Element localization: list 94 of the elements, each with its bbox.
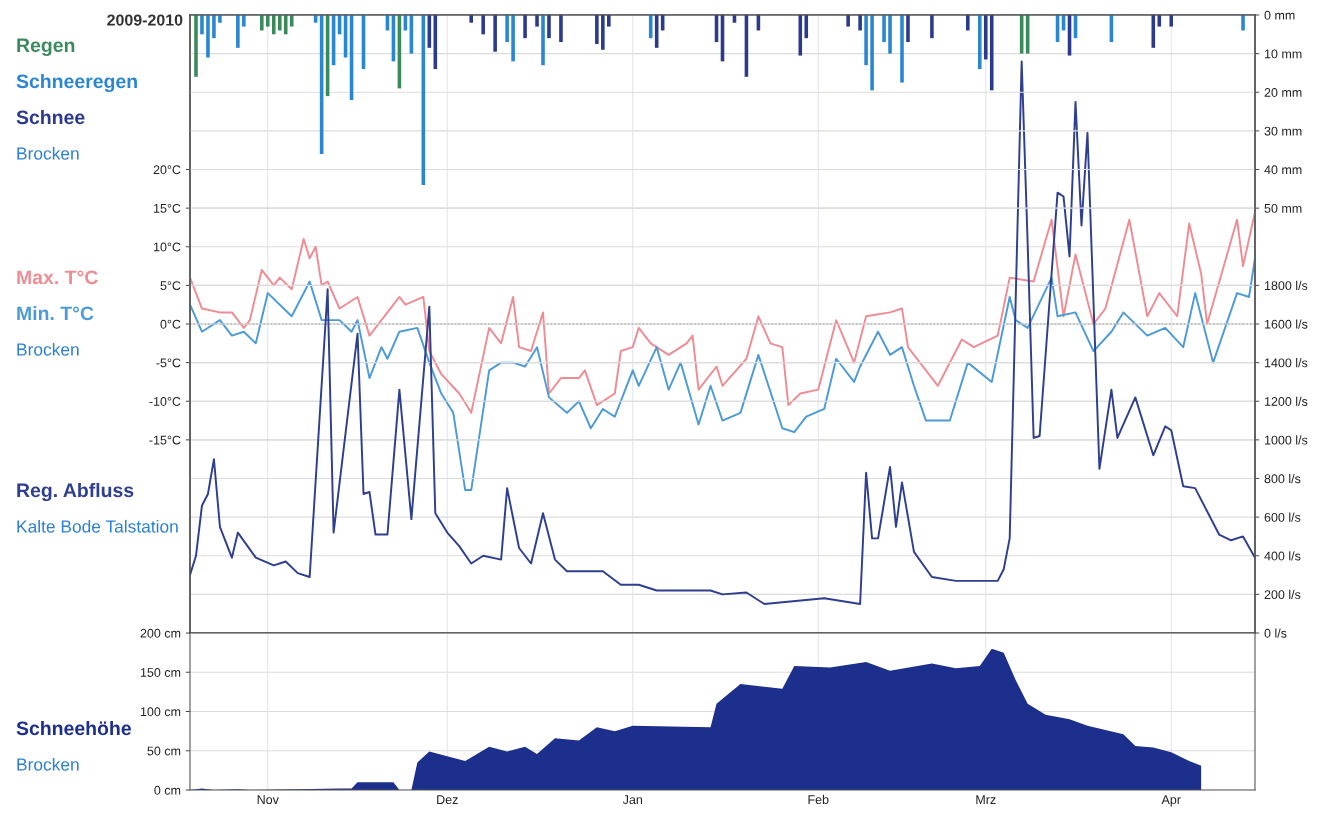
x-tick-label: Mrz (976, 795, 996, 804)
bar (983, 15, 988, 60)
text: Reg. Abfluss (17, 482, 134, 502)
y-tick-label: -5°C (156, 358, 181, 368)
y2-tick-label: 1000 l/s (1264, 435, 1308, 445)
bar (289, 15, 294, 27)
bar (595, 15, 599, 44)
bar (1151, 15, 1156, 48)
text: Regen (17, 38, 75, 57)
bar (864, 15, 868, 66)
y-tick-label: 15°C (154, 203, 181, 213)
bar (541, 15, 545, 66)
bar (271, 15, 276, 35)
bar (505, 15, 509, 43)
y3-tick-label: 30 mm (1264, 126, 1302, 136)
y3-tick-label: 10 mm (1264, 49, 1302, 59)
text: Min. T°C (17, 305, 94, 321)
bar (212, 15, 216, 39)
bar (194, 15, 198, 77)
bar (535, 15, 539, 27)
y-tick-label: 20°C (153, 165, 181, 175)
text: Schneeregen (16, 73, 137, 93)
y-tick-label: 5°C (160, 281, 181, 291)
y2-tick-label: 400 l/s (1264, 551, 1301, 561)
y-tick-label: 100 cm (140, 707, 181, 717)
bar (481, 15, 485, 35)
y-tick-label: 10°C (154, 242, 181, 252)
bar (206, 15, 210, 58)
y2-tick-label: 1400 l/s (1264, 358, 1308, 368)
y2-tick-label: 200 l/s (1264, 589, 1301, 600)
line-series (190, 60, 1255, 605)
y2-tick-label: 1800 l/s (1264, 280, 1308, 291)
bar (1157, 15, 1162, 27)
bar (218, 15, 222, 23)
bar (989, 15, 994, 91)
y2-tick-label: 800 l/s (1264, 473, 1301, 484)
text: Brocken (17, 757, 79, 771)
y-tick-label: -15°C (149, 435, 181, 445)
bar (1169, 15, 1174, 27)
bar (607, 15, 611, 27)
y-tick-label: 0 cm (154, 785, 181, 795)
bar (977, 15, 982, 70)
y-tick-label: 0°C (160, 319, 181, 329)
text: Max. T°C (17, 270, 98, 285)
text: Brocken (17, 146, 79, 160)
bar (469, 15, 473, 23)
bar (966, 15, 970, 31)
bar (236, 15, 240, 48)
bar (888, 15, 892, 54)
x-tick-label: Dez (437, 795, 458, 805)
bar (523, 15, 527, 39)
text: Kalte Bode Talstation (17, 519, 178, 533)
y2-tick-label: 0 l/s (1264, 628, 1287, 638)
y2-tick-label: 1200 l/s (1264, 396, 1308, 406)
line-series (190, 211, 1255, 414)
text: Schnee (16, 109, 85, 125)
bar (930, 15, 934, 39)
y2-tick-label: 600 l/s (1264, 512, 1301, 522)
bar (798, 15, 803, 56)
y-tick-label: 200 cm (140, 628, 181, 638)
x-tick-label: Nov (257, 795, 279, 805)
x-tick-label: Jan (622, 795, 643, 805)
bar (260, 15, 264, 31)
bar (900, 15, 904, 83)
y3-tick-label: 40 mm (1264, 165, 1302, 175)
bar (547, 15, 551, 39)
y-tick-label: 150 cm (140, 668, 181, 677)
y3-tick-label: 20 mm (1264, 88, 1302, 97)
bar (242, 15, 246, 27)
y-tick-label: 50 cm (147, 746, 181, 756)
bar (493, 15, 497, 52)
y2-tick-label: 1600 l/s (1264, 319, 1308, 329)
bar (277, 15, 282, 31)
text: Schneehöhe (16, 720, 131, 736)
bar (804, 15, 809, 39)
x-tick-label: Feb (808, 794, 829, 805)
bar (511, 15, 515, 62)
bar (870, 15, 874, 91)
y-tick-label: -10°C (149, 397, 181, 406)
bar (265, 15, 270, 27)
bar (858, 15, 862, 31)
bar (200, 15, 204, 35)
chart-title: 2009-2010 (107, 14, 183, 26)
bar (283, 15, 288, 35)
bar (601, 15, 605, 50)
bar (1241, 15, 1245, 31)
x-tick-label: Apr (1161, 795, 1181, 807)
y3-tick-label: 0 mm (1264, 10, 1295, 20)
bar (846, 15, 850, 27)
bar (559, 15, 563, 43)
bar (906, 15, 910, 43)
y3-tick-label: 50 mm (1264, 203, 1302, 213)
text: Brocken (17, 342, 79, 356)
bar (882, 15, 886, 43)
